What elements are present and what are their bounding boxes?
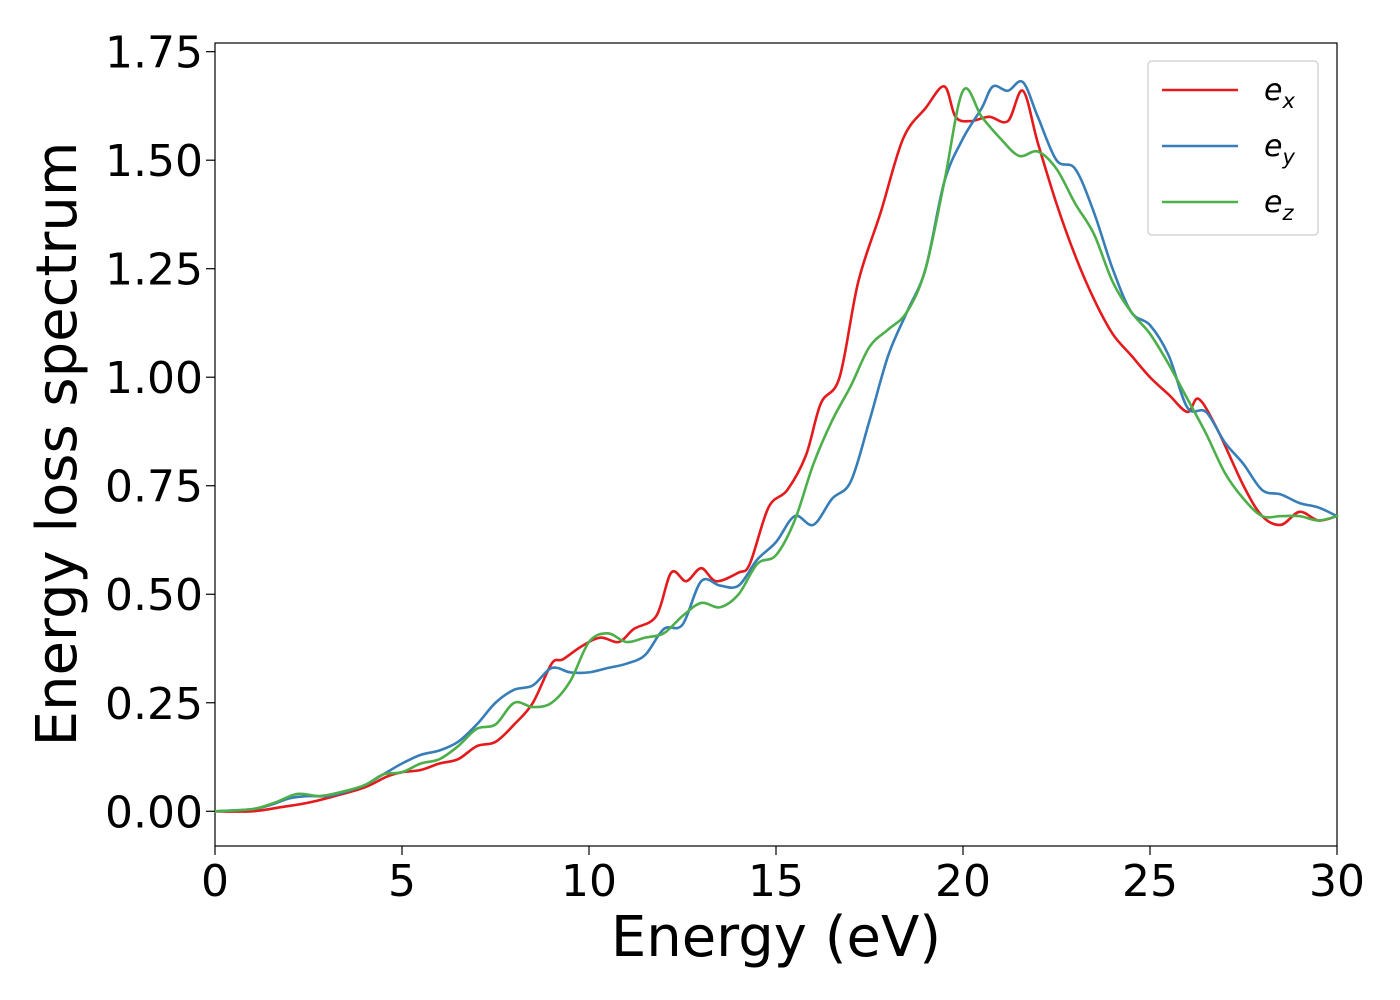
series-line-ex: [213, 85, 1339, 813]
y-tick-label: 0.75: [105, 462, 203, 513]
y-tick-label: 1.00: [105, 353, 203, 404]
y-tick-label: 1.75: [105, 28, 203, 79]
legend-frame: [1147, 60, 1319, 236]
x-tick-label: 20: [935, 856, 991, 907]
series-line-ez: [213, 87, 1339, 813]
y-tick-label: 0.50: [105, 570, 203, 621]
y-axis-ticks: 0.00 0.25 0.50 0.75 1.00 1.25 1.50 1.75: [105, 28, 215, 838]
y-axis-title: Energy loss spectrum: [25, 142, 90, 747]
x-tick-label: 0: [201, 856, 229, 907]
y-tick-label: 0.00: [105, 787, 203, 838]
y-tick-label: 0.25: [105, 679, 203, 730]
x-tick-label: 15: [748, 856, 804, 907]
x-axis-ticks: 0 5 10 15 20 25 30: [201, 846, 1365, 907]
x-tick-label: 30: [1309, 856, 1365, 907]
y-tick-label: 1.25: [105, 245, 203, 296]
x-axis-title: Energy (eV): [611, 905, 941, 970]
legend-label-ey: ey: [1264, 129, 1295, 169]
x-tick-label: 5: [388, 856, 416, 907]
y-tick-label: 1.50: [105, 136, 203, 187]
x-tick-label: 10: [561, 856, 617, 907]
series-layer: [213, 79, 1339, 813]
x-tick-label: 25: [1122, 856, 1178, 907]
